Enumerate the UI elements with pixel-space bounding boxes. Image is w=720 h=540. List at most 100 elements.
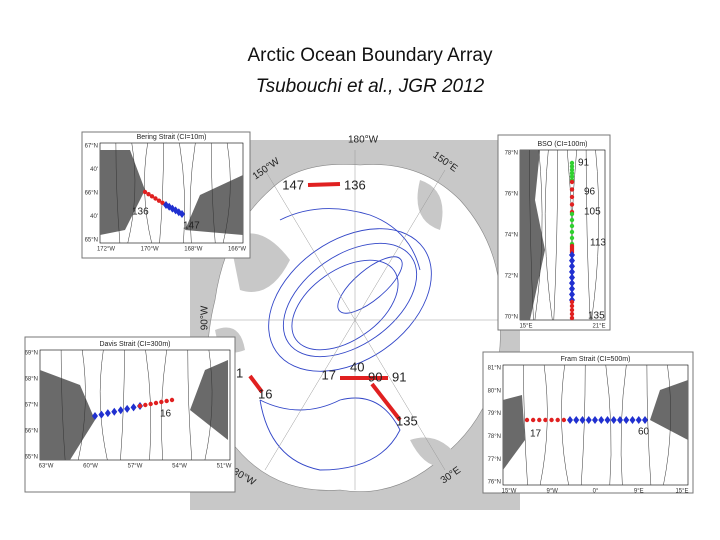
station-dot — [573, 416, 580, 424]
x-axis-label: 51°W — [217, 464, 232, 470]
contour — [204, 349, 213, 461]
station-dot — [569, 179, 575, 185]
y-axis-label: 74°N — [505, 233, 518, 239]
insets: Bering Strait (CI=10m) 67°N 40' 66°N 40' 65°N… — [24, 131, 694, 495]
station-dot — [598, 416, 605, 424]
x-axis-label: 54°W — [172, 464, 187, 470]
station-label: 90 — [368, 369, 382, 384]
contour — [539, 364, 548, 486]
contour — [159, 142, 164, 244]
plot-area — [502, 364, 689, 486]
station-dot — [124, 404, 131, 413]
y-axis-label: 81°N — [488, 366, 501, 372]
station-dot — [543, 417, 548, 423]
y-axis-label: 78°N — [488, 434, 501, 440]
y-axis-label: 79°N — [488, 411, 501, 417]
station-dot — [146, 191, 151, 197]
title: Arctic Ocean Boundary Array — [248, 45, 493, 66]
x-axis-label: 15°E — [675, 489, 688, 495]
contour — [561, 364, 569, 486]
station-dot — [569, 187, 575, 192]
contour — [553, 149, 559, 321]
land — [503, 395, 525, 470]
y-axis-label: 66°N — [25, 429, 38, 435]
inset-title: Davis Strait (CI=300m) — [100, 341, 171, 348]
station-dot — [179, 210, 185, 218]
x-axis-label: 9°E — [634, 489, 644, 495]
station-dot — [561, 417, 567, 423]
contour — [189, 142, 196, 244]
station-dot — [569, 303, 575, 309]
station-dot — [555, 417, 560, 423]
station-dot — [604, 416, 611, 424]
station-dot — [569, 273, 575, 282]
station-dot — [569, 202, 575, 207]
station-dot — [569, 211, 575, 217]
x-axis-label: 168°W — [184, 247, 202, 253]
station-label: 105 — [584, 207, 601, 218]
x-axis-label: 60°W — [83, 464, 98, 470]
station-dot — [569, 223, 575, 229]
y-axis-label: 78°N — [505, 151, 518, 157]
longitude-label: 180°W — [348, 135, 379, 146]
station-label: 135 — [396, 413, 418, 428]
station-dot — [111, 407, 118, 416]
land — [650, 380, 688, 440]
contour — [534, 149, 543, 321]
y-axis-label: 40' — [90, 214, 98, 220]
inset: BSO (CI=100m) 78°N 76°N 74°N 72°N 70°N15°E 21°… — [497, 134, 611, 331]
contour — [210, 142, 216, 244]
station-label: 1 — [236, 365, 243, 380]
station-dot — [142, 189, 148, 195]
contour — [544, 149, 553, 321]
x-axis-label: 63°W — [39, 464, 54, 470]
y-axis-label: 40' — [90, 167, 98, 173]
sections — [248, 182, 402, 422]
station-dot — [549, 417, 554, 423]
station-dot — [169, 397, 175, 403]
station-dot — [585, 416, 592, 424]
contour — [605, 364, 612, 486]
main-map: 180°W 150°W 150°E 90°W 30°W 30°E 147 136… — [190, 135, 520, 510]
station-dot — [98, 410, 105, 419]
contour — [663, 364, 671, 486]
inset-title: Bering Strait (CI=10m) — [137, 134, 207, 141]
x-axis-label: 170°W — [141, 247, 159, 253]
inset-title: Fram Strait (CI=500m) — [561, 356, 631, 363]
contour — [99, 349, 108, 461]
station-dot — [569, 284, 575, 293]
station-dot — [569, 229, 575, 235]
station-dot — [569, 235, 575, 241]
station-dot — [159, 399, 164, 405]
y-axis-label: 80°N — [488, 388, 501, 394]
station-dot — [569, 167, 575, 172]
station-dot — [569, 299, 575, 305]
station-dot — [524, 417, 530, 423]
station-label: 147 — [282, 177, 304, 192]
station-label: 16 — [160, 409, 172, 420]
y-axis-label: 70°N — [505, 315, 518, 321]
land — [520, 150, 545, 320]
station-label: 91 — [578, 158, 590, 169]
contour — [60, 349, 66, 461]
inset: Bering Strait (CI=10m) 67°N 40' 66°N 40' 65°N… — [81, 131, 251, 259]
station-dot — [569, 174, 575, 179]
land — [190, 360, 228, 440]
station-dot — [148, 401, 153, 407]
station-dot — [623, 416, 630, 424]
land — [185, 175, 243, 235]
station-label: 147 — [183, 221, 200, 232]
station-dot — [137, 403, 143, 409]
station-label: 113 — [590, 238, 606, 249]
contour — [222, 142, 231, 244]
x-axis-label: 15°W — [502, 489, 517, 495]
station-label: 17 — [530, 429, 542, 440]
y-axis-label: 67°N — [85, 144, 98, 150]
station-dot — [569, 262, 575, 271]
station-label: 96 — [584, 187, 596, 198]
x-axis-label: 9°W — [547, 489, 559, 495]
longitude-label: 90°W — [200, 305, 211, 330]
station-label: 17 — [322, 367, 336, 382]
x-axis-label: 57°W — [128, 464, 143, 470]
contour — [161, 349, 167, 461]
